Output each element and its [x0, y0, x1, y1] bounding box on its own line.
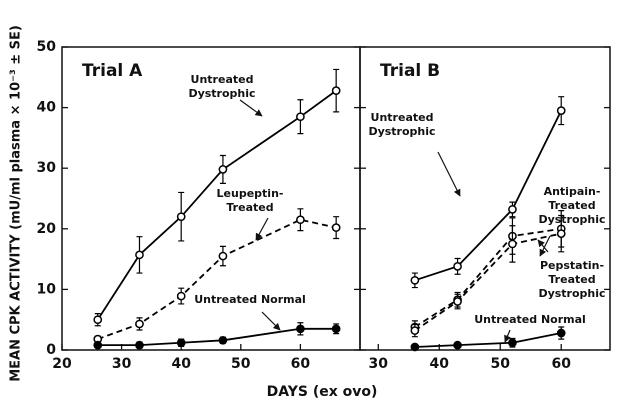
series-label: Untreated Dystrophic — [368, 111, 435, 138]
data-point — [218, 165, 228, 174]
series-label: Untreated Normal — [474, 313, 586, 326]
data-point — [93, 340, 103, 350]
x-tick-label: 40 — [430, 356, 450, 372]
data-point — [508, 338, 517, 348]
y-tick-label: 20 — [37, 221, 57, 237]
x-tick-label: 50 — [491, 356, 511, 372]
x-tick-label: 50 — [231, 356, 251, 372]
data-point — [135, 340, 144, 350]
x-tick-label: 40 — [171, 356, 191, 372]
label-arrow — [539, 235, 551, 257]
label-arrow — [261, 311, 281, 331]
data-point — [410, 342, 420, 352]
series-line — [97, 218, 337, 340]
data-point — [135, 319, 144, 329]
data-point — [556, 328, 566, 338]
x-tick-label: 30 — [112, 356, 132, 372]
y-axis-label: MEAN CPK ACTIVITY (mU/ml plasma × 10⁻³ ±… — [9, 25, 24, 382]
label-arrow — [537, 239, 549, 253]
data-point — [453, 340, 462, 350]
y-tick-label: 40 — [37, 100, 57, 116]
data-point — [410, 326, 420, 335]
x-tick-label: 20 — [52, 356, 72, 372]
data-point — [453, 297, 462, 306]
series-line — [97, 89, 337, 321]
series-line — [97, 327, 337, 347]
data-point — [218, 251, 228, 261]
y-tick-label: 0 — [46, 342, 56, 358]
data-point — [331, 223, 341, 232]
y-tick-label: 30 — [37, 160, 57, 176]
x-tick-label: 60 — [551, 356, 571, 372]
data-point — [93, 315, 103, 325]
data-point — [453, 262, 462, 271]
data-point — [508, 239, 517, 249]
data-point — [296, 324, 305, 334]
data-point — [176, 212, 186, 222]
series-label: Pepstatin-Treated Dystrophic — [538, 259, 605, 300]
series-line — [414, 232, 562, 332]
data-point — [296, 112, 305, 122]
x-axis-label: DAYS (ex ovo) — [267, 384, 378, 400]
series-line — [414, 332, 562, 348]
data-point — [556, 229, 566, 238]
data-point — [176, 338, 186, 348]
label-arrow — [239, 99, 263, 117]
data-point — [218, 335, 228, 345]
plot-frame — [359, 46, 611, 351]
series-line — [414, 110, 563, 282]
series-label: Leupeptin-Treated — [217, 187, 284, 214]
y-tick-label: 10 — [37, 281, 57, 297]
data-point — [135, 250, 144, 260]
x-tick-label: 30 — [369, 356, 389, 372]
y-tick-label: 50 — [37, 39, 57, 55]
panel-title: Trial A — [82, 61, 143, 81]
data-point — [410, 275, 420, 285]
series-label: Antipain-Treated Dystrophic — [538, 185, 605, 226]
x-tick-label: 60 — [291, 356, 311, 372]
data-point — [508, 205, 517, 214]
series-line — [414, 227, 562, 328]
label-arrow — [255, 217, 269, 241]
data-point — [176, 291, 186, 301]
series-label: Untreated Dystrophic — [188, 73, 255, 100]
series-label: Untreated Normal — [194, 293, 306, 306]
data-point — [296, 215, 305, 225]
label-arrow — [504, 329, 511, 343]
data-point — [331, 86, 341, 95]
label-arrow — [437, 151, 461, 197]
data-point — [556, 106, 566, 115]
panel-title: Trial B — [380, 61, 440, 81]
data-point — [331, 324, 341, 334]
